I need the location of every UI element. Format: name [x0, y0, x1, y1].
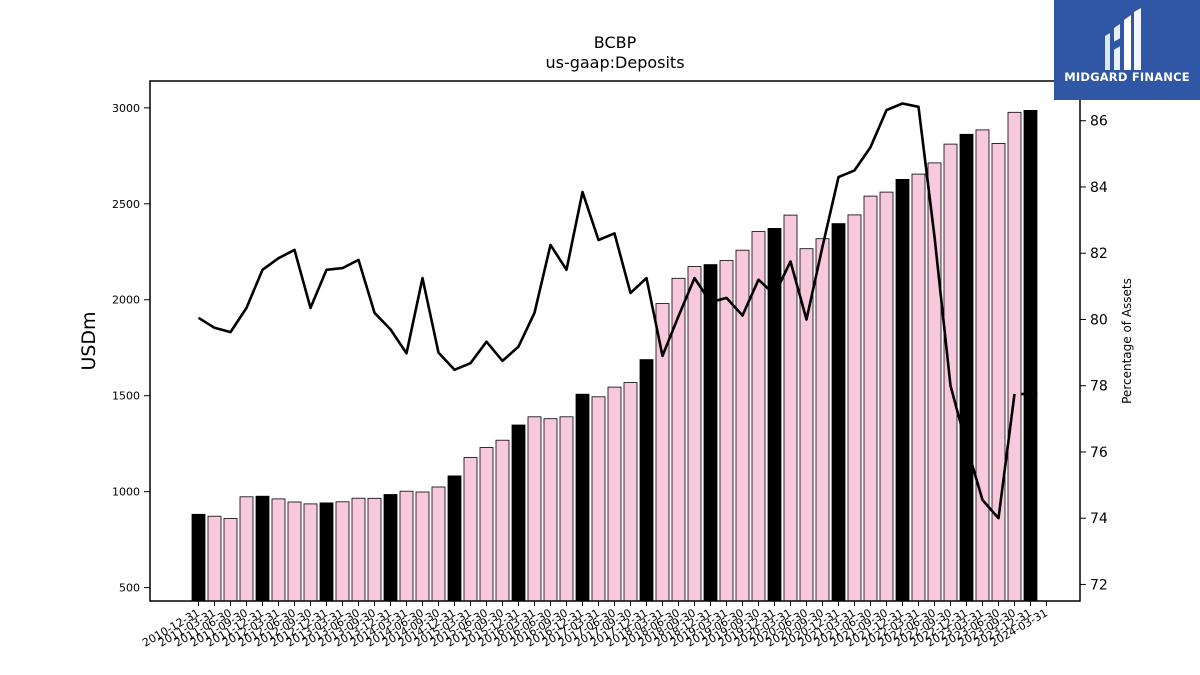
bar — [543, 418, 558, 602]
bar — [575, 393, 590, 602]
bar — [191, 513, 206, 602]
chart-title: BCBP — [594, 33, 637, 52]
y-tick-label: 3000 — [112, 102, 140, 115]
bar — [255, 495, 270, 602]
y2-tick-label: 84 — [1090, 180, 1108, 196]
bar — [959, 133, 974, 602]
bar — [639, 359, 654, 602]
y2-tick-label: 72 — [1090, 577, 1108, 593]
bar — [559, 416, 574, 602]
bar — [591, 396, 606, 602]
bar — [479, 447, 494, 602]
bar — [223, 518, 238, 602]
line-series — [197, 102, 1038, 520]
bar — [431, 486, 446, 602]
bar — [399, 490, 414, 602]
bar — [911, 173, 926, 602]
axes: 5001000150020002500300072747678808284862… — [112, 80, 1108, 650]
bar-series — [191, 110, 1038, 602]
y2-tick-label: 82 — [1090, 246, 1108, 262]
bar — [607, 386, 622, 602]
y-axis-label: USDm — [78, 311, 100, 370]
y2-tick-label: 74 — [1090, 511, 1108, 527]
bar — [831, 223, 846, 602]
bar — [335, 501, 350, 602]
bar — [655, 303, 670, 602]
bar — [447, 475, 462, 602]
bar — [1023, 110, 1038, 602]
bar — [895, 178, 910, 602]
bar — [719, 260, 734, 602]
bar — [879, 191, 894, 602]
bar — [495, 439, 510, 602]
y2-tick-label: 76 — [1090, 445, 1108, 461]
bar — [687, 266, 702, 602]
bar — [1007, 111, 1022, 602]
logo-mark-icon — [1105, 8, 1141, 70]
bar — [463, 457, 478, 602]
chart-subtitle: us-gaap:Deposits — [545, 53, 684, 72]
y2-axis-label: Percentage of Assets — [1120, 278, 1134, 404]
bar — [991, 142, 1006, 602]
logo-text: MIDGARD FINANCE — [1064, 70, 1190, 84]
y-tick-label: 2500 — [112, 198, 140, 211]
bar — [271, 498, 286, 602]
bar — [863, 195, 878, 602]
bar — [815, 238, 830, 602]
bar — [943, 143, 958, 602]
y-tick-label: 2000 — [112, 294, 140, 307]
bar — [383, 494, 398, 602]
y-tick-label: 500 — [119, 582, 140, 595]
bar — [239, 496, 254, 602]
bar — [975, 129, 990, 602]
y2-tick-label: 86 — [1090, 114, 1108, 130]
bar — [847, 214, 862, 602]
bar — [207, 515, 222, 602]
bar — [527, 416, 542, 602]
bar — [511, 424, 526, 602]
y-tick-label: 1000 — [112, 486, 140, 499]
line-series-path — [197, 102, 1016, 520]
midgard-finance-logo: MIDGARD FINANCE — [1054, 0, 1200, 100]
bar — [303, 503, 318, 602]
bar — [415, 491, 430, 602]
bar — [623, 382, 638, 602]
y2-tick-label: 78 — [1090, 379, 1108, 395]
bar — [319, 502, 334, 602]
y2-tick-label: 80 — [1090, 312, 1108, 328]
bar — [351, 497, 366, 602]
bar — [287, 501, 302, 602]
bar — [703, 264, 718, 602]
bar — [367, 497, 382, 602]
y-tick-label: 1500 — [112, 390, 140, 403]
